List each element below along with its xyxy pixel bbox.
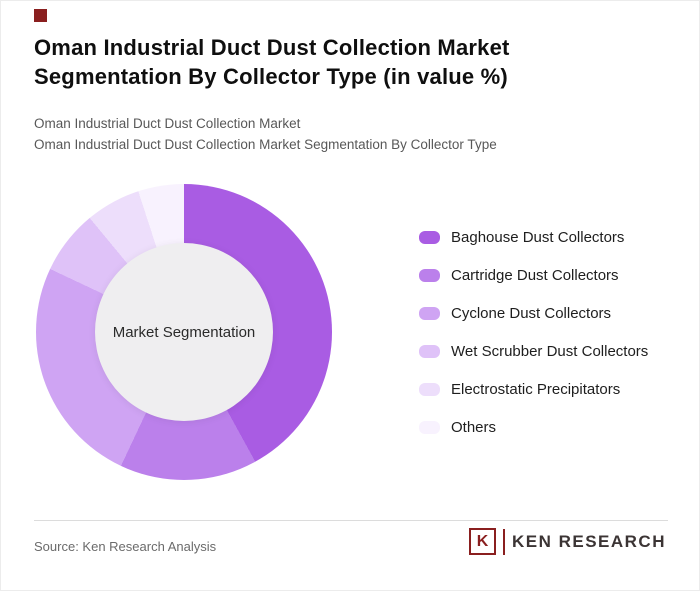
legend-label: Baghouse Dust Collectors — [451, 228, 625, 246]
chart-subtitle: Oman Industrial Duct Dust Collection Mar… — [34, 113, 674, 155]
logo-k-icon: K — [468, 528, 496, 555]
legend-item: Wet Scrubber Dust Collectors — [419, 342, 649, 360]
legend-swatch — [419, 306, 440, 320]
legend: Baghouse Dust Collectors Cartridge Dust … — [419, 229, 648, 457]
footer-divider — [34, 520, 668, 521]
legend-item: Cyclone Dust Collectors — [419, 304, 648, 322]
donut-chart: Market Segmentation — [36, 184, 332, 480]
logo-divider-bar — [502, 528, 505, 555]
source-text: Source: Ken Research Analysis — [34, 539, 217, 554]
brand-square-icon — [34, 9, 47, 22]
legend-item: Others — [419, 418, 648, 436]
legend-label: Others — [451, 418, 497, 436]
legend-swatch — [419, 268, 440, 282]
donut-center: Market Segmentation — [95, 243, 273, 421]
legend-item: Baghouse Dust Collectors — [419, 228, 648, 246]
legend-swatch — [419, 344, 440, 358]
logo-text: KEN RESEARCH — [511, 531, 666, 551]
page-title: Oman Industrial Duct Dust Collection Mar… — [34, 33, 654, 91]
ken-research-logo: K KEN RESEARCH — [468, 528, 666, 555]
page-title-line1: Oman Industrial Duct Dust Collection Mar… — [34, 35, 510, 60]
legend-item: Electrostatic Precipitators — [419, 380, 648, 398]
legend-label: Electrostatic Precipitators — [451, 380, 621, 398]
chart-subtitle-line2: Oman Industrial Duct Dust Collection Mar… — [34, 137, 497, 152]
legend-label: Cartridge Dust Collectors — [451, 266, 619, 284]
legend-swatch — [419, 420, 440, 434]
legend-label: Wet Scrubber Dust Collectors — [451, 342, 649, 360]
page-title-line2: Segmentation By Collector Type (in value… — [34, 64, 508, 89]
legend-swatch — [419, 230, 440, 244]
legend-swatch — [419, 382, 440, 396]
donut-center-label: Market Segmentation — [112, 323, 256, 341]
chart-subtitle-line1: Oman Industrial Duct Dust Collection Mar… — [34, 116, 301, 131]
legend-label: Cyclone Dust Collectors — [451, 304, 612, 322]
logo-k-letter: K — [476, 532, 489, 550]
legend-item: Cartridge Dust Collectors — [419, 266, 648, 284]
